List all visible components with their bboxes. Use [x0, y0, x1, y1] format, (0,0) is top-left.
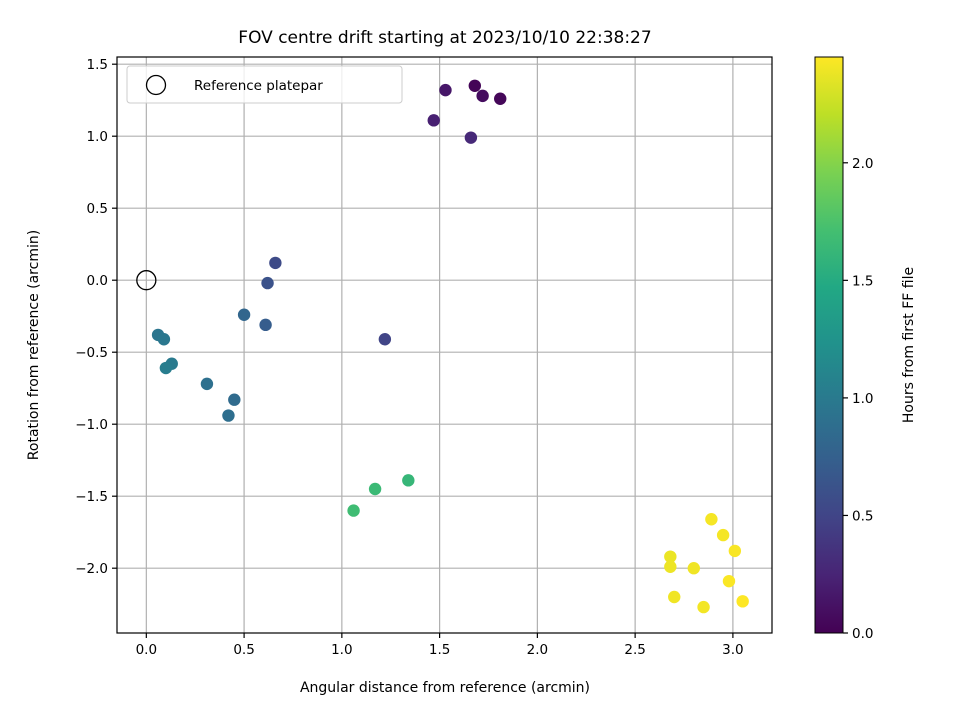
scatter-point [494, 92, 507, 105]
scatter-point [468, 79, 482, 93]
colorbar: 0.0 0.5 1.0 1.5 2.0 Hours from first FF file [814, 56, 917, 642]
y-tick-label: 0.5 [87, 201, 108, 217]
scatter-point [259, 318, 272, 332]
y-tick-label: −1.5 [75, 489, 108, 505]
scatter-point [378, 333, 392, 346]
scatter-point [200, 377, 214, 391]
scatter-point [222, 409, 235, 422]
scatter-point [368, 482, 382, 496]
colorbar-tick-label: 0.5 [852, 508, 873, 524]
x-axis: 0.0 0.5 1.0 1.5 2.0 2.5 3.0 [136, 633, 744, 658]
scatter-point [736, 595, 749, 608]
legend-marker-icon [145, 74, 167, 96]
colorbar-gradient [815, 57, 843, 633]
scatter-point [697, 600, 710, 614]
reference-platepar-marker [136, 270, 157, 291]
scatter-point [664, 550, 677, 563]
colorbar-tick-label: 1.5 [852, 273, 873, 289]
x-tick-label: 1.0 [331, 642, 352, 658]
colorbar-ticks: 0.0 0.5 1.0 1.5 2.0 [843, 156, 873, 642]
y-tick-label: −2.0 [75, 561, 108, 577]
scatter-point [716, 528, 730, 542]
scatter-point [728, 544, 742, 558]
colorbar-tick-label: 0.0 [852, 626, 873, 642]
scatter-point [402, 474, 415, 487]
y-tick-label: 1.5 [87, 57, 108, 73]
data-points [136, 79, 749, 614]
scatter-point [705, 513, 718, 526]
y-tick-label: 0.0 [87, 273, 108, 289]
y-axis-label: Rotation from reference (arcmin) [26, 230, 42, 460]
y-axis: 1.5 1.0 0.5 0.0 −0.5 −1.0 −1.5 −2.0 [75, 57, 117, 577]
y-tick-label: 1.0 [87, 129, 108, 145]
y-tick-label: −1.0 [75, 417, 108, 433]
colorbar-tick-label: 2.0 [852, 156, 873, 172]
scatter-point [157, 333, 171, 346]
x-axis-label: Angular distance from reference (arcmin) [300, 680, 590, 696]
scatter-point [722, 574, 736, 588]
legend: Reference platepar [126, 65, 403, 104]
scatter-point [439, 83, 452, 97]
scatter-point [228, 393, 241, 406]
scatter-point [237, 308, 251, 321]
legend-box [126, 65, 403, 104]
colorbar-tick-label: 1.0 [852, 391, 873, 407]
scatter-point [687, 562, 700, 575]
plot-area-frame [116, 56, 773, 634]
legend-entry-reference-platepar: Reference platepar [194, 78, 323, 94]
colorbar-label: Hours from first FF file [901, 267, 917, 423]
scatter-point [159, 361, 173, 375]
colorbar-frame [814, 56, 844, 634]
scatter-point [664, 560, 677, 573]
x-tick-label: 2.0 [527, 642, 548, 658]
scatter-point [261, 276, 274, 290]
x-tick-label: 3.0 [722, 642, 743, 658]
scatter-point [464, 131, 478, 144]
x-tick-label: 2.5 [624, 642, 645, 658]
scatter-point [476, 89, 489, 103]
scatter-point [347, 504, 360, 517]
scatter-point [427, 114, 440, 127]
x-tick-label: 1.5 [429, 642, 450, 658]
scatter-point [269, 256, 282, 270]
scatter-point [668, 590, 681, 604]
x-tick-label: 0.5 [233, 642, 254, 658]
y-tick-label: −0.5 [75, 345, 108, 361]
grid-lines [117, 57, 772, 633]
x-tick-label: 0.0 [136, 642, 157, 658]
chart-title: FOV centre drift starting at 2023/10/10 … [238, 28, 651, 48]
